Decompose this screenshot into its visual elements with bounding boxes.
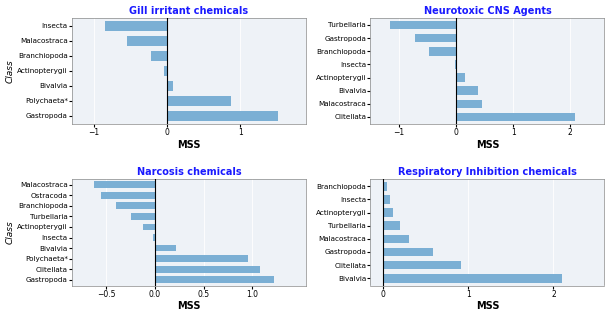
Bar (415, 34, 456, 42)
Title: Narcosis chemicals: Narcosis chemicals (137, 167, 242, 177)
Bar (429, 47, 456, 55)
X-axis label: MSS: MSS (476, 301, 499, 311)
Bar (383, 182, 387, 191)
Bar (131, 213, 155, 220)
Bar (153, 234, 155, 241)
Title: Gill irritant chemicals: Gill irritant chemicals (129, 6, 249, 16)
Bar (167, 96, 231, 106)
Bar (455, 60, 456, 69)
X-axis label: MSS: MSS (178, 140, 201, 150)
Bar (456, 73, 465, 82)
Bar (383, 235, 409, 243)
Title: Respiratory Inhibition chemicals: Respiratory Inhibition chemicals (398, 167, 577, 177)
Bar (456, 113, 575, 121)
Bar (167, 81, 173, 91)
Title: Neurotoxic CNS Agents: Neurotoxic CNS Agents (423, 6, 551, 16)
Bar (390, 21, 456, 29)
Bar (101, 192, 155, 199)
X-axis label: MSS: MSS (178, 301, 201, 311)
Bar (127, 36, 167, 46)
Bar (95, 181, 155, 188)
Bar (143, 223, 155, 230)
X-axis label: MSS: MSS (476, 140, 499, 150)
Bar (383, 274, 562, 282)
Bar (164, 66, 167, 76)
Y-axis label: Class: Class (5, 220, 15, 244)
Bar (383, 208, 393, 217)
Bar (151, 51, 167, 61)
Bar (456, 87, 478, 95)
Bar (105, 21, 167, 31)
Bar (383, 221, 400, 230)
Bar (456, 100, 482, 108)
Y-axis label: Class: Class (5, 59, 15, 83)
Bar (155, 276, 274, 283)
Bar (155, 245, 176, 251)
Bar (383, 248, 432, 256)
Bar (383, 195, 390, 204)
Bar (383, 261, 462, 269)
Bar (155, 266, 260, 273)
Bar (167, 111, 278, 121)
Bar (155, 255, 248, 262)
Bar (116, 203, 155, 209)
